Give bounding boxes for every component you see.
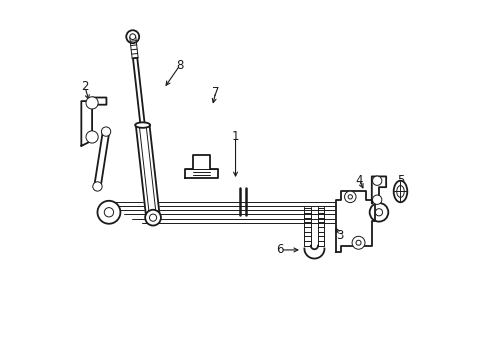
Circle shape bbox=[126, 30, 139, 43]
Text: 6: 6 bbox=[276, 243, 284, 256]
Circle shape bbox=[369, 203, 387, 222]
Circle shape bbox=[344, 191, 355, 203]
Circle shape bbox=[86, 97, 98, 109]
Circle shape bbox=[372, 195, 381, 204]
Polygon shape bbox=[94, 131, 109, 187]
Circle shape bbox=[101, 127, 110, 136]
Text: 7: 7 bbox=[212, 86, 219, 99]
Circle shape bbox=[347, 195, 352, 199]
Text: 4: 4 bbox=[355, 174, 362, 186]
Ellipse shape bbox=[393, 181, 407, 202]
Polygon shape bbox=[185, 155, 217, 178]
Text: 8: 8 bbox=[176, 59, 183, 72]
Polygon shape bbox=[133, 58, 144, 125]
Text: 5: 5 bbox=[396, 174, 404, 186]
Polygon shape bbox=[81, 98, 106, 146]
Ellipse shape bbox=[135, 122, 150, 128]
Circle shape bbox=[351, 236, 364, 249]
Circle shape bbox=[145, 210, 161, 226]
Polygon shape bbox=[136, 124, 160, 219]
Ellipse shape bbox=[396, 185, 404, 197]
Circle shape bbox=[104, 208, 113, 217]
Polygon shape bbox=[371, 176, 386, 203]
Circle shape bbox=[93, 182, 102, 191]
Circle shape bbox=[355, 240, 360, 245]
Text: 3: 3 bbox=[335, 229, 343, 242]
Polygon shape bbox=[335, 191, 375, 252]
Circle shape bbox=[149, 214, 156, 221]
Circle shape bbox=[97, 201, 120, 224]
Circle shape bbox=[130, 34, 135, 40]
Text: 1: 1 bbox=[231, 130, 239, 144]
Circle shape bbox=[375, 209, 382, 216]
Circle shape bbox=[86, 131, 98, 143]
Text: 2: 2 bbox=[81, 80, 88, 93]
Circle shape bbox=[372, 176, 381, 185]
